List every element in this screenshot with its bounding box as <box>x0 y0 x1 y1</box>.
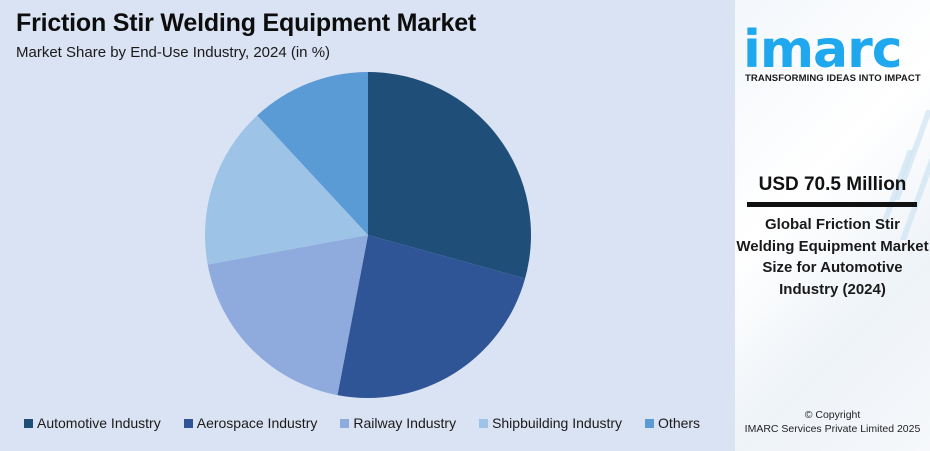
copyright: © Copyright IMARC Services Private Limit… <box>735 408 930 436</box>
pie-slice-shipbuilding-industry <box>205 115 368 265</box>
legend-label: Others <box>658 415 701 431</box>
copyright-line-1: © Copyright <box>804 409 861 421</box>
legend-swatch-icon <box>24 418 33 428</box>
legend-swatch-icon <box>479 418 489 428</box>
pie-slice-others <box>257 72 368 235</box>
logo-text: imarc <box>743 20 903 80</box>
chart-subtitle: Market Share by End-Use Industry, 2024 (… <box>16 44 331 61</box>
legend-label: Shipbuilding Industry <box>492 415 623 431</box>
legend-item: Aerospace Industry <box>183 415 318 431</box>
divider <box>747 202 917 207</box>
legend-item: Shipbuilding Industry <box>479 415 622 431</box>
pie-slice-aerospace-industry <box>337 235 526 398</box>
copyright-line-2: IMARC Services Private Limited 2025 <box>744 423 921 435</box>
pie-slice-automotive-industry <box>368 72 531 279</box>
pie-slice-railway-industry <box>207 235 368 396</box>
legend-label: Automotive Industry <box>37 415 161 431</box>
chart-panel: Friction Stir Welding Equipment Market M… <box>16 9 723 431</box>
imarc-logo: imarc <box>743 24 923 76</box>
market-size-value: USD 70.5 Million <box>758 174 907 195</box>
chart-title: Friction Stir Welding Equipment Market <box>16 9 477 37</box>
legend-item: Automotive Industry <box>24 415 161 431</box>
legend-swatch-icon <box>645 418 655 428</box>
legend-swatch-icon <box>340 418 350 428</box>
pie-chart <box>205 72 531 398</box>
legend-label: Aerospace Industry <box>196 415 318 431</box>
market-size-description: Global Friction Stir Welding Equipment M… <box>736 216 929 298</box>
legend-item: Railway Industry <box>340 415 456 431</box>
logo-tagline: TRANSFORMING IDEAS INTO IMPACT <box>745 73 921 84</box>
chart-legend: Automotive Industry Aerospace Industry Rai… <box>24 415 723 431</box>
legend-swatch-icon <box>183 418 193 428</box>
info-sidebar: imarc TRANSFORMING IDEAS INTO IMPACT USD… <box>735 0 930 451</box>
legend-label: Railway Industry <box>353 415 457 431</box>
legend-item: Others <box>645 415 700 431</box>
